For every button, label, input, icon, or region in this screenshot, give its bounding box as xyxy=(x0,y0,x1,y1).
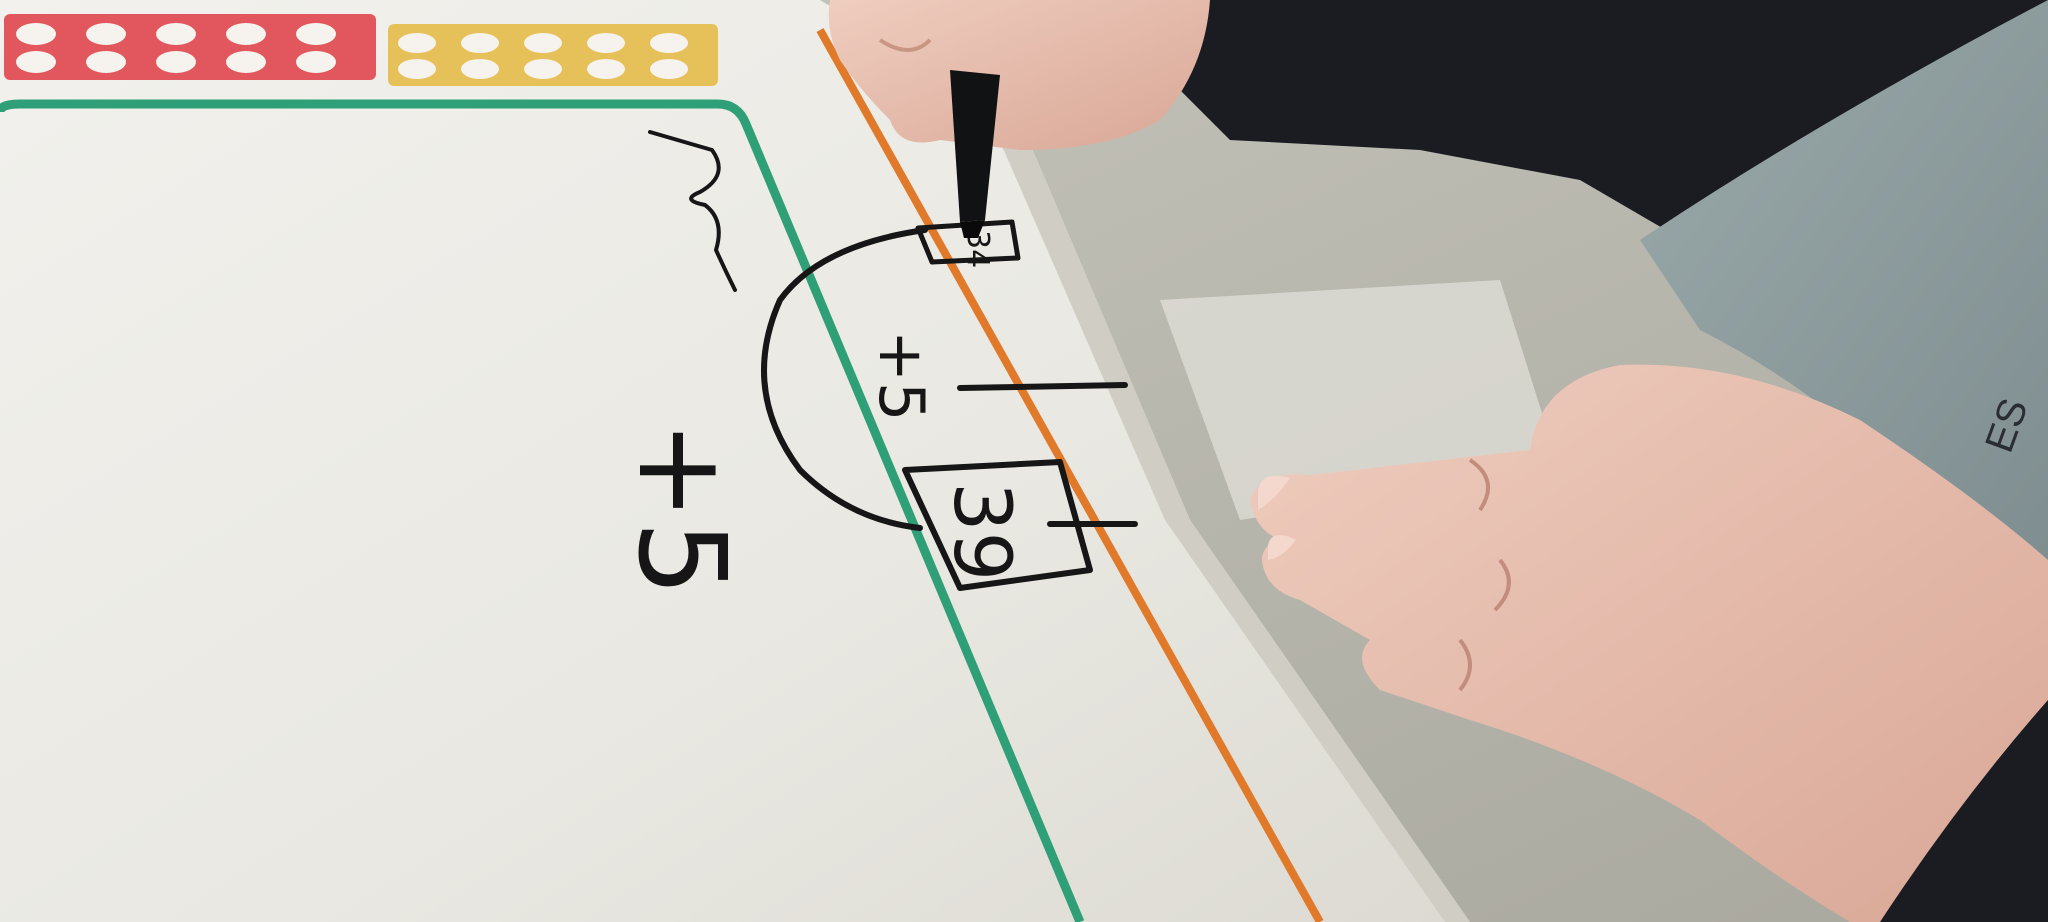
box-end xyxy=(902,459,1093,591)
yellow-ten-frame-dot xyxy=(461,33,499,53)
yellow-ten-frame-dot xyxy=(650,59,688,79)
red-ten-frame-dot xyxy=(226,51,266,73)
red-ten-frame-dot xyxy=(16,23,56,45)
sleeve-bottom xyxy=(1880,700,2048,922)
ten-frame-dots xyxy=(16,23,688,79)
whiteboard xyxy=(0,0,1470,922)
writing-hand xyxy=(828,0,1210,150)
yellow-ten-frame-dot xyxy=(524,33,562,53)
red-ten-frame-dot xyxy=(86,51,126,73)
operation-left-text: +5 xyxy=(611,420,750,597)
grey-sweater xyxy=(1640,0,2048,560)
marker-pen xyxy=(950,70,1000,222)
red-ten-frame-dot xyxy=(296,23,336,45)
green-border-line xyxy=(0,99,1085,922)
marker-tip xyxy=(960,220,985,238)
jump-arc xyxy=(761,227,928,531)
red-ten-frame-dot xyxy=(156,51,196,73)
scribble-mark xyxy=(648,130,737,292)
whiteboard-edge-shadow xyxy=(995,120,1470,922)
knuckle-lines xyxy=(1458,458,1511,692)
yellow-ten-frame-dot xyxy=(650,33,688,53)
yellow-ten-frame-dot xyxy=(398,33,436,53)
red-ten-frame-dot xyxy=(156,23,196,45)
tick-top xyxy=(957,382,1128,391)
yellow-ten-frame-dot xyxy=(398,59,436,79)
jump-label-text: +5 xyxy=(865,330,938,421)
yellow-ten-frame-dot xyxy=(524,59,562,79)
yellow-ten-frame-dot xyxy=(461,59,499,79)
red-ten-frame-dot xyxy=(296,51,336,73)
fingernails xyxy=(1258,475,1296,560)
orange-number-line xyxy=(816,28,1324,922)
end-number-text: 39 xyxy=(936,482,1026,581)
red-ten-frame-dot xyxy=(16,51,56,73)
yellow-ten-frame-dot xyxy=(587,33,625,53)
finger-crease xyxy=(878,38,932,52)
red-ten-frame-dot xyxy=(226,23,266,45)
yellow-ten-frame-dot xyxy=(587,59,625,79)
red-ten-frame-dot xyxy=(86,23,126,45)
resting-hand xyxy=(1250,364,2048,922)
